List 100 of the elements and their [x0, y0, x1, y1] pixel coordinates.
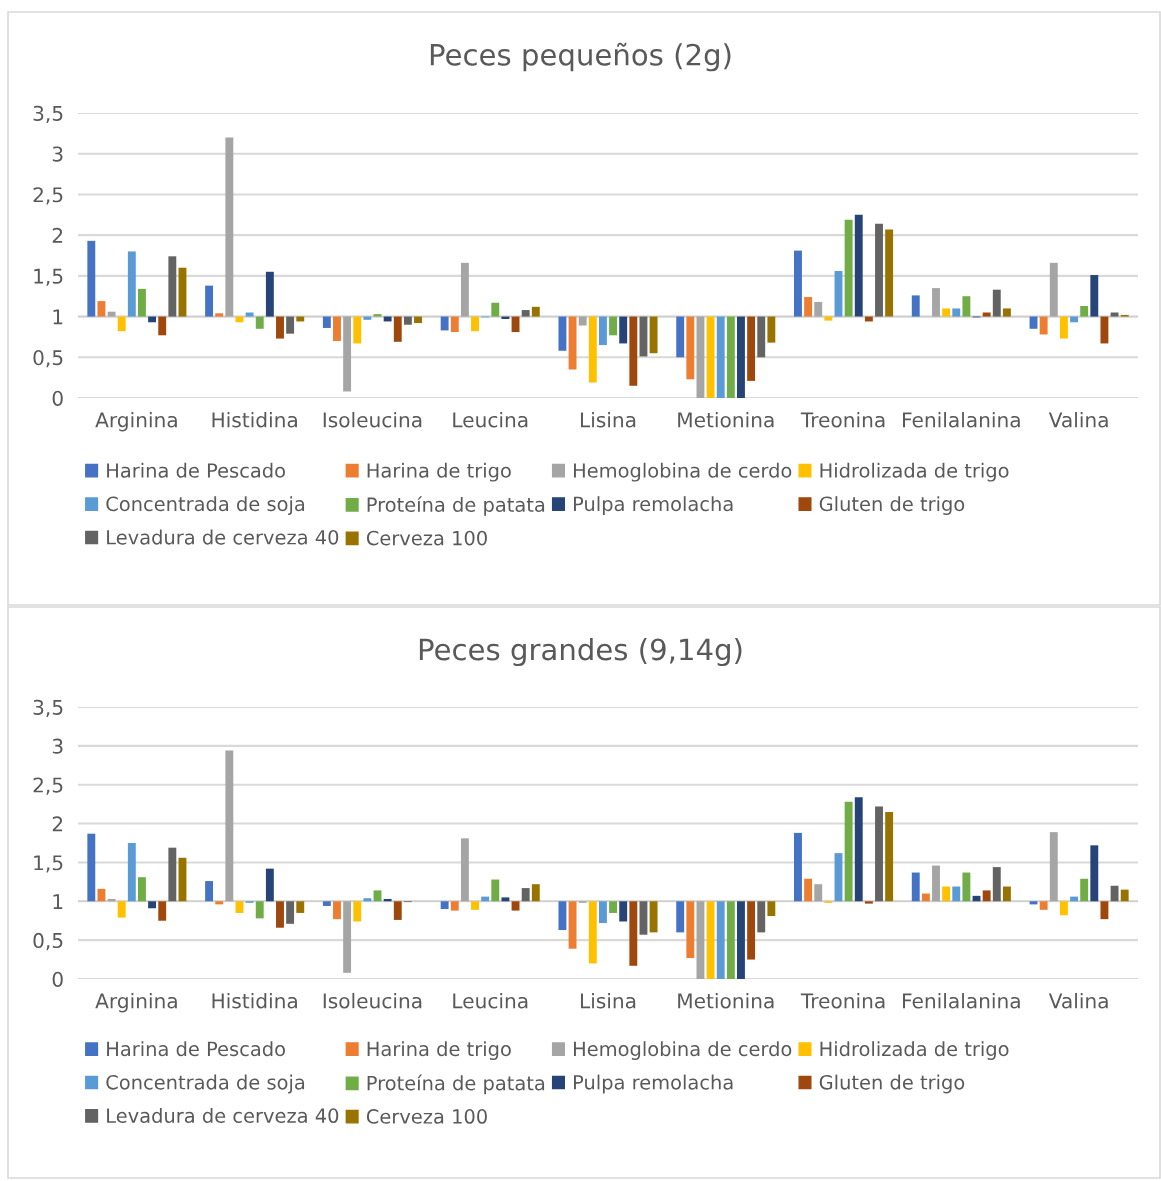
bar: [148, 901, 157, 909]
bar: [588, 901, 597, 964]
bar: [460, 262, 469, 317]
bar: [911, 872, 920, 902]
bar: [1059, 901, 1068, 916]
bar: [962, 296, 971, 317]
bar: [844, 801, 853, 902]
bar: [767, 901, 776, 917]
bar: [814, 884, 823, 902]
bar: [1039, 901, 1048, 910]
legend-label: Harina de trigo: [367, 462, 511, 482]
bar: [942, 886, 951, 902]
bar: [706, 901, 715, 979]
bar: [117, 901, 126, 918]
bar: [804, 878, 813, 902]
bar: [450, 316, 459, 333]
bar: [363, 898, 372, 902]
legend-label: Pulpa remolacha: [573, 496, 733, 515]
bar: [87, 833, 96, 902]
bar: [737, 901, 745, 979]
bar: [322, 316, 331, 328]
bar: [215, 901, 224, 905]
bar: [982, 890, 991, 902]
x-tick-label: Isoleucina: [323, 992, 422, 1009]
bar: [1100, 901, 1109, 920]
bar: [1049, 832, 1058, 902]
bar: [245, 312, 254, 317]
bar: [97, 301, 106, 317]
x-tick-label: Histidina: [212, 992, 297, 1009]
bar: [619, 316, 628, 344]
bar: [649, 316, 658, 354]
bar: [757, 316, 766, 358]
legend-label: Cerveza 100: [366, 530, 487, 546]
bar: [168, 256, 177, 317]
x-tick-label: Lisina: [580, 992, 636, 1009]
x-tick-label: Valina: [1048, 411, 1108, 428]
bar: [373, 314, 382, 317]
y-tick-label: 0: [52, 971, 63, 987]
bar: [521, 888, 530, 902]
bar: [511, 901, 520, 911]
bar: [491, 879, 500, 902]
bar: [992, 289, 1001, 317]
bar: [296, 901, 305, 913]
bar: [1110, 885, 1119, 902]
bar: [414, 316, 422, 324]
x-tick-label: Isoleucina: [323, 411, 422, 428]
bar: [726, 901, 735, 979]
bar: [794, 832, 802, 902]
bar: [875, 223, 883, 317]
legend-label: Gluten de trigo: [819, 1074, 965, 1094]
bar: [138, 288, 146, 317]
bar: [205, 285, 214, 317]
bar: [333, 901, 341, 920]
bar: [107, 311, 116, 317]
bar: [168, 847, 177, 902]
bar: [471, 316, 479, 332]
bar: [921, 893, 930, 902]
bar: [460, 838, 469, 902]
bar: [1100, 316, 1109, 344]
bar: [686, 901, 695, 959]
bar: [1090, 845, 1099, 902]
bar: [531, 306, 540, 317]
bar: [322, 901, 331, 906]
bar: [1002, 308, 1011, 317]
bar: [568, 901, 577, 949]
bar: [501, 897, 510, 902]
y-tick-label: 1,5: [34, 855, 63, 873]
chart-title: Peces pequeños (2g): [430, 42, 731, 72]
bar: [1110, 312, 1119, 317]
x-tick-label: Arginina: [95, 411, 177, 432]
bar: [757, 901, 766, 933]
legend-label: Hemoglobina de cerdo: [573, 1041, 792, 1060]
bar: [117, 316, 126, 332]
bar: [609, 901, 618, 913]
bar: [255, 901, 264, 919]
bar: [403, 316, 412, 325]
bar: [353, 316, 362, 344]
y-tick-label: 3,5: [33, 105, 63, 123]
bar: [265, 868, 274, 902]
bar: [885, 229, 894, 317]
legend-label: Concentrada de soja: [106, 1074, 305, 1094]
bar: [885, 811, 894, 902]
legend-label: Levadura de cerveza 40: [107, 529, 339, 545]
bar: [393, 316, 402, 342]
bar: [265, 271, 274, 317]
bar: [706, 316, 715, 398]
bar: [676, 316, 685, 358]
bar: [276, 901, 284, 928]
bar: [363, 316, 372, 320]
bar: [629, 901, 638, 966]
bar: [138, 877, 146, 902]
legend-label: Harina de Pescado: [107, 1041, 285, 1057]
bar: [942, 308, 951, 317]
bar: [814, 301, 823, 317]
bar: [854, 214, 863, 317]
bar: [158, 316, 167, 336]
y-tick-label: 3: [52, 146, 63, 162]
x-tick-label: Valina: [1048, 992, 1108, 1009]
legend-label: Gluten de trigo: [819, 496, 965, 515]
bar: [854, 797, 863, 902]
